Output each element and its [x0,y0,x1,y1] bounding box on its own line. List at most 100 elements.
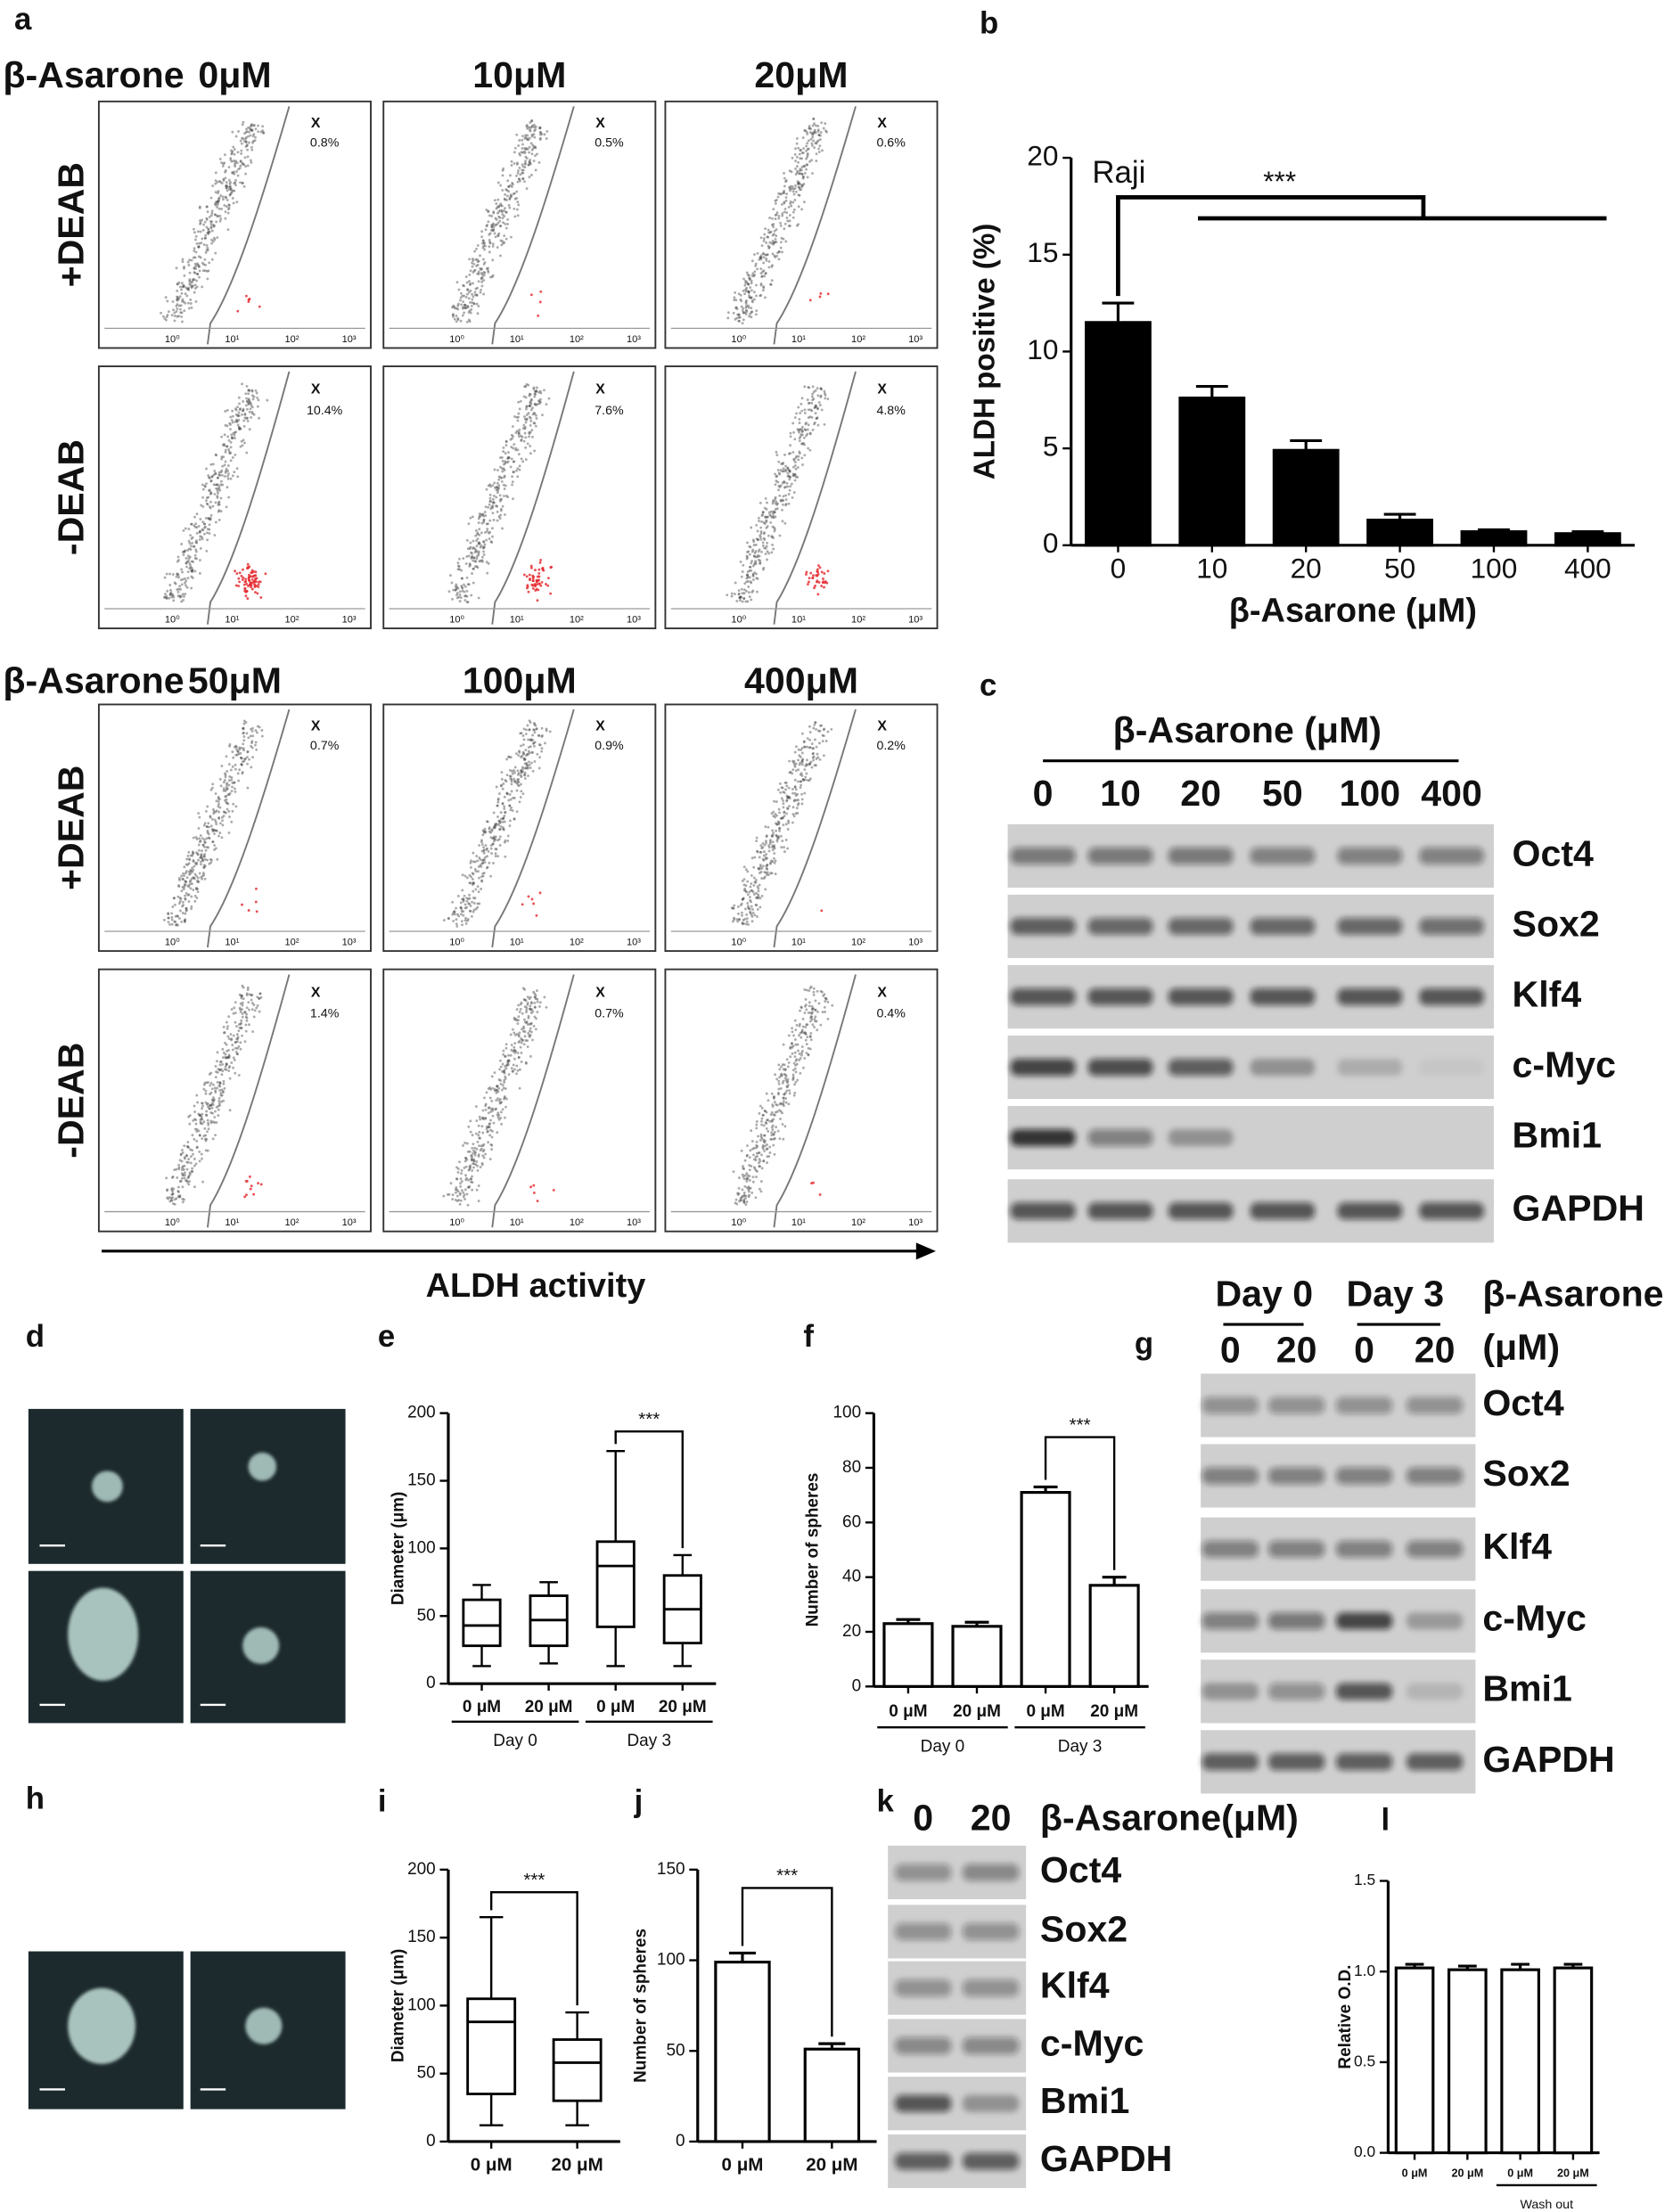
event-dot [459,1177,463,1181]
event-dot [492,1121,496,1125]
event-dot [224,168,227,172]
event-dot [765,241,768,244]
event-dot [788,169,791,173]
event-dot [495,823,498,825]
event-dot [804,1031,808,1035]
band [1201,1612,1259,1630]
event-dot [488,250,491,254]
event-dot [179,1153,183,1157]
event-dot [262,131,266,135]
event-dot [785,784,789,788]
event-dot [493,826,496,830]
event-dot [490,1143,494,1147]
event-dot [749,1186,752,1190]
event-dot [508,206,512,209]
event-dot [767,846,771,849]
event-dot [487,522,489,526]
event-dot [487,1125,489,1128]
event-dot [509,184,512,187]
event-dot [545,129,549,133]
event-dot [469,311,472,315]
event-dot [217,196,221,200]
lane-label: 10 [1100,773,1141,814]
event-dot [779,221,783,225]
event-dot [488,496,492,500]
event-dot [537,390,540,394]
event-dot [250,741,253,745]
event-dot [770,835,774,839]
event-dot [452,313,455,316]
event-dot [770,1118,774,1122]
event-dot [214,453,217,456]
event-dot [473,291,477,294]
event-dot [170,595,174,599]
event-dot [756,590,759,594]
event-dot [502,1070,505,1074]
event-dot [508,768,512,772]
event-dot [248,400,251,404]
event-dot [755,577,759,580]
event-dot [198,815,201,819]
event-dot [213,202,217,206]
event-dot [769,283,773,286]
event-dot [497,205,501,209]
event-dot [475,247,478,250]
event-dot [763,1144,767,1148]
event-dot [221,1056,225,1059]
event-dot [520,744,522,748]
band [1406,1540,1464,1558]
event-dot [798,187,801,191]
event-dot [193,1164,196,1167]
event-dot [793,152,797,156]
event-dot [802,436,806,439]
event-dot [775,211,779,214]
event-dot [217,491,219,495]
event-dot [248,993,251,996]
event-dot [769,1138,773,1141]
aldh-dot [257,1182,260,1185]
event-dot [250,125,253,128]
event-dot [791,788,794,791]
event-dot [513,151,516,154]
event-dot [212,1098,216,1102]
flow-tick-label: 10³ [908,1217,923,1228]
event-dot [783,1125,787,1128]
event-dot [762,237,766,241]
event-dot [472,556,476,560]
event-dot [519,732,522,735]
event-dot [184,894,186,897]
event-dot [193,873,197,876]
event-dot [496,804,499,807]
event-dot [767,246,771,250]
event-dot [760,877,764,881]
event-dot [759,267,763,271]
event-dot [190,286,193,290]
event-dot [205,244,209,247]
event-dot [746,570,750,573]
event-dot [500,210,504,214]
event-dot [775,241,778,243]
event-dot [472,882,475,885]
event-dot [807,408,810,412]
event-dot [541,414,544,417]
event-dot [234,437,236,439]
event-dot [750,569,753,572]
event-dot [179,587,182,591]
event-dot [459,296,463,299]
event-dot [480,230,484,233]
event-dot [503,1081,506,1084]
event-dot [188,1122,192,1126]
event-dot [177,884,180,887]
event-dot [742,588,746,592]
event-dot [742,596,746,600]
event-dot [502,242,504,245]
event-dot [247,135,250,138]
event-dot [196,230,200,233]
event-dot [230,776,234,779]
event-dot [504,462,507,465]
event-dot [790,170,793,174]
event-dot [227,1048,230,1052]
event-dot [502,483,505,487]
band [1168,917,1234,935]
event-dot [176,307,179,310]
